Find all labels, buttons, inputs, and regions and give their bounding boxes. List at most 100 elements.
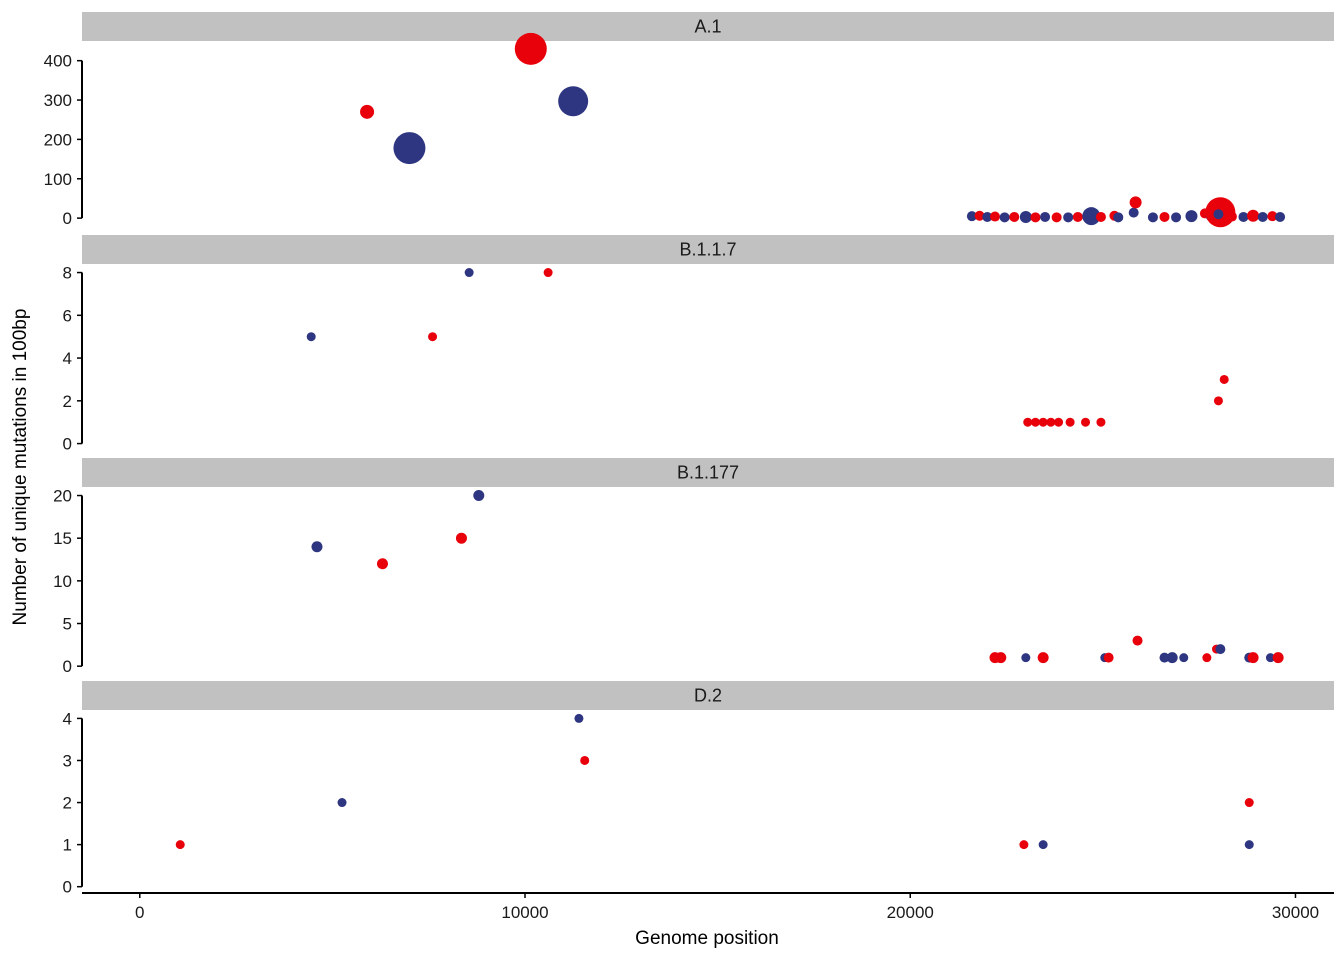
y-tick-label: 2 [63, 794, 72, 813]
facet-strip-label: B.1.1.7 [679, 240, 736, 260]
point-red [1030, 212, 1041, 223]
x-tick-label: 0 [135, 903, 144, 922]
point-blue [393, 132, 426, 165]
point-red [1129, 196, 1142, 209]
y-tick-label: 10 [53, 572, 72, 591]
point-red [1081, 417, 1091, 427]
y-tick-label: 100 [44, 170, 72, 189]
y-tick-label: 3 [63, 751, 72, 770]
point-blue [473, 490, 485, 502]
x-tick-label: 30000 [1272, 903, 1319, 922]
point-blue [1019, 210, 1032, 223]
point-red [1038, 417, 1048, 427]
point-blue [1215, 644, 1226, 655]
y-tick-label: 200 [44, 130, 72, 149]
point-blue [1021, 653, 1031, 663]
point-red [376, 558, 388, 570]
facet-panels: A.1 0 100 200 3 0 0 400 B.1.1.7 0 2 4 6 8 B.1.177 0 5 10 1… [44, 12, 1334, 897]
point-blue [1128, 207, 1139, 218]
point-blue [1244, 840, 1254, 850]
point-blue [999, 212, 1010, 223]
point-blue [1171, 212, 1182, 223]
facet-panel: D.2 0 1 2 3 4 [63, 681, 1334, 897]
point-red [1244, 798, 1254, 808]
x-axis: 0 10000 20000 30000 [82, 892, 1334, 922]
point-red [1065, 417, 1075, 427]
point-red [974, 210, 985, 221]
point-blue [1238, 211, 1249, 222]
point-red [1046, 417, 1056, 427]
point-blue [1038, 840, 1048, 850]
x-tick-label: 10000 [501, 903, 548, 922]
facet-panel: B.1.1.7 0 2 4 6 8 [63, 235, 1334, 454]
point-red [1202, 653, 1212, 663]
point-red [1132, 635, 1143, 646]
point-blue [1257, 211, 1268, 222]
facet-strip-label: B.1.177 [677, 463, 739, 483]
point-red [1219, 374, 1229, 384]
facet-strip [82, 235, 1334, 264]
point-red [1272, 652, 1284, 664]
y-tick-label: 1 [63, 836, 72, 855]
point-red [455, 532, 467, 544]
point-red [1247, 652, 1259, 664]
y-tick-label: 0 [63, 435, 72, 454]
point-red [428, 332, 438, 342]
point-red [1096, 417, 1106, 427]
y-tick-label: 400 [44, 52, 72, 71]
point-red [1030, 417, 1040, 427]
point-red [1226, 211, 1237, 222]
point-blue [1063, 212, 1074, 223]
y-tick-label: 0 [63, 657, 72, 676]
facet-strip [82, 681, 1334, 710]
facet-strip [82, 458, 1334, 487]
point-red [1247, 209, 1260, 222]
y-tick-label: 0 [63, 878, 72, 897]
y-tick-label: 0 [63, 209, 72, 228]
point-red [543, 268, 553, 278]
point-red [995, 652, 1007, 664]
point-red [1051, 212, 1062, 223]
point-blue [306, 332, 316, 342]
point-blue [1166, 652, 1178, 664]
point-blue [1113, 212, 1124, 223]
point-blue [1275, 211, 1286, 222]
point-blue [337, 798, 347, 808]
point-blue [1213, 209, 1224, 220]
point-blue [1179, 653, 1189, 663]
point-red [1009, 211, 1020, 222]
y-axis-title: Number of unique mutations in 100bp [10, 309, 31, 626]
facet-panel: A.1 0 100 200 300 400 [44, 12, 1334, 228]
point-blue [966, 211, 977, 222]
point-red [1019, 840, 1029, 850]
facet-strip-label: D.2 [694, 686, 722, 706]
point-blue [1040, 211, 1051, 222]
point-red [1103, 652, 1114, 663]
point-blue [1082, 207, 1101, 226]
point-red [360, 104, 375, 119]
point-red [1037, 652, 1049, 664]
point-red [989, 211, 1000, 222]
x-axis-title: Genome position [635, 928, 779, 949]
y-tick-label: 8 [63, 264, 72, 283]
y-tick-label: 15 [53, 529, 72, 548]
y-tick-label: 4 [63, 709, 72, 728]
y-tick-label: 5 [63, 615, 72, 634]
point-red [1213, 396, 1223, 406]
point-blue [1159, 652, 1170, 663]
y-tick-label: 4 [63, 349, 72, 368]
y-tick-label: 2 [63, 392, 72, 411]
point-red [1023, 417, 1033, 427]
y-tick-label: 20 [53, 487, 72, 506]
point-blue [558, 86, 589, 117]
point-red [1054, 417, 1064, 427]
facet-strip [82, 12, 1334, 41]
point-blue [1147, 212, 1158, 223]
y-tick-label: 6 [63, 306, 72, 325]
facet-strip-label: A.1 [694, 17, 721, 37]
point-blue [1265, 653, 1275, 663]
point-red [1072, 211, 1083, 222]
point-red [1267, 211, 1278, 222]
point-blue [574, 713, 584, 723]
